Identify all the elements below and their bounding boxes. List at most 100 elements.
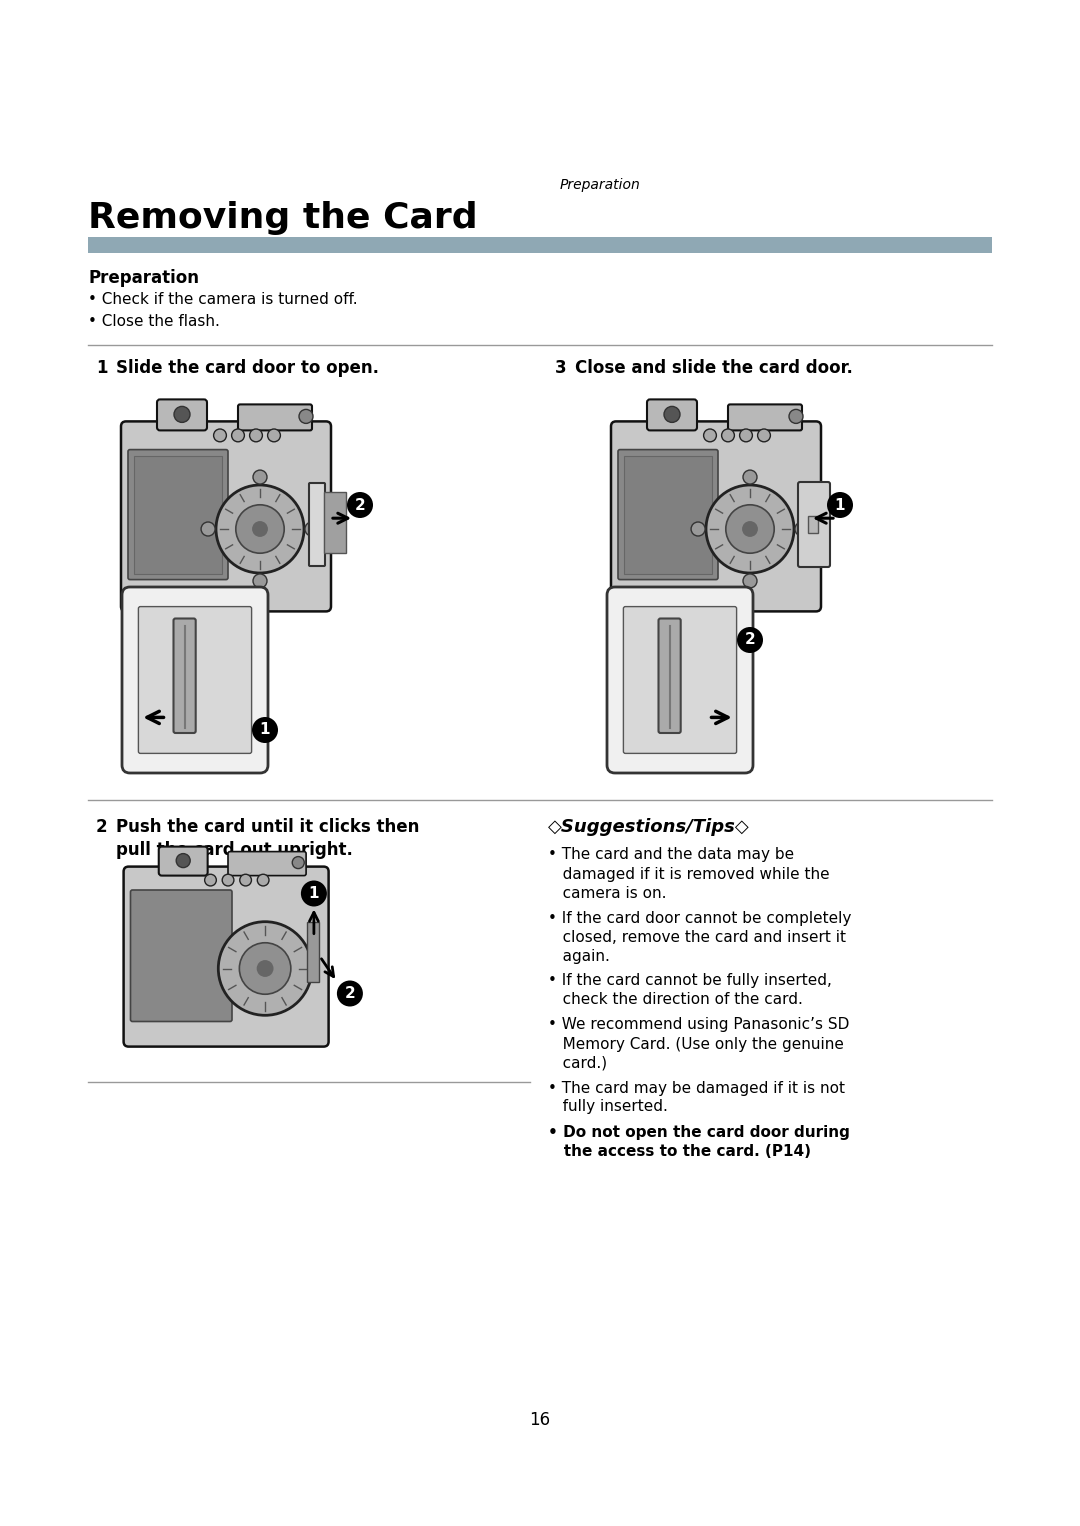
Text: Close and slide the card door.: Close and slide the card door. xyxy=(575,359,853,377)
Circle shape xyxy=(743,574,757,588)
FancyBboxPatch shape xyxy=(623,607,737,754)
Text: • The card and the data may be: • The card and the data may be xyxy=(548,847,794,862)
Text: • Do not open the card door during: • Do not open the card door during xyxy=(548,1125,850,1140)
Text: pull the card out upright.: pull the card out upright. xyxy=(116,841,353,859)
Circle shape xyxy=(235,505,284,554)
Circle shape xyxy=(664,406,680,423)
Circle shape xyxy=(204,874,216,887)
FancyBboxPatch shape xyxy=(647,400,697,430)
FancyBboxPatch shape xyxy=(159,847,207,876)
FancyBboxPatch shape xyxy=(123,867,328,1047)
Circle shape xyxy=(218,922,312,1015)
Circle shape xyxy=(293,856,305,868)
FancyBboxPatch shape xyxy=(134,456,222,574)
Circle shape xyxy=(240,943,291,995)
Text: Preparation: Preparation xyxy=(559,179,640,192)
Circle shape xyxy=(253,574,267,588)
Circle shape xyxy=(743,470,757,484)
Text: 3: 3 xyxy=(555,359,567,377)
Text: 2: 2 xyxy=(96,818,108,836)
Bar xyxy=(324,491,347,552)
FancyBboxPatch shape xyxy=(659,618,680,732)
Circle shape xyxy=(301,881,327,906)
Circle shape xyxy=(706,485,794,572)
Text: Preparation: Preparation xyxy=(87,269,199,287)
Circle shape xyxy=(231,429,244,443)
Text: 1: 1 xyxy=(96,359,108,377)
FancyBboxPatch shape xyxy=(121,421,330,612)
Circle shape xyxy=(737,627,762,653)
Text: • If the card cannot be fully inserted,: • If the card cannot be fully inserted, xyxy=(548,974,832,989)
Circle shape xyxy=(827,491,853,517)
FancyBboxPatch shape xyxy=(309,484,325,566)
Circle shape xyxy=(305,522,319,536)
Text: 1: 1 xyxy=(309,887,320,900)
Circle shape xyxy=(222,874,234,887)
Circle shape xyxy=(257,874,269,887)
Circle shape xyxy=(252,520,268,537)
FancyBboxPatch shape xyxy=(138,607,252,754)
Circle shape xyxy=(176,853,190,868)
Text: • The card may be damaged if it is not: • The card may be damaged if it is not xyxy=(548,1080,845,1096)
Text: 16: 16 xyxy=(529,1412,551,1428)
Text: Memory Card. (Use only the genuine: Memory Card. (Use only the genuine xyxy=(548,1036,843,1051)
Circle shape xyxy=(252,717,278,743)
Text: closed, remove the card and insert it: closed, remove the card and insert it xyxy=(548,929,846,945)
FancyBboxPatch shape xyxy=(611,421,821,612)
Circle shape xyxy=(216,485,303,572)
FancyBboxPatch shape xyxy=(174,618,195,732)
Text: 2: 2 xyxy=(354,497,365,513)
Text: • We recommend using Panasonic’s SD: • We recommend using Panasonic’s SD xyxy=(548,1018,849,1033)
Text: fully inserted.: fully inserted. xyxy=(548,1100,667,1114)
Circle shape xyxy=(789,409,804,423)
Text: 2: 2 xyxy=(345,986,355,1001)
Text: Slide the card door to open.: Slide the card door to open. xyxy=(116,359,379,377)
Text: again.: again. xyxy=(548,949,610,963)
Circle shape xyxy=(691,522,705,536)
Circle shape xyxy=(174,406,190,423)
Text: Removing the Card: Removing the Card xyxy=(87,201,477,235)
Circle shape xyxy=(337,981,363,1007)
Circle shape xyxy=(201,522,215,536)
Circle shape xyxy=(726,505,774,554)
Bar xyxy=(809,516,819,533)
Text: • If the card door cannot be completely: • If the card door cannot be completely xyxy=(548,911,851,925)
Text: 1: 1 xyxy=(835,497,846,513)
Circle shape xyxy=(253,470,267,484)
Circle shape xyxy=(757,429,770,443)
FancyBboxPatch shape xyxy=(238,404,312,430)
Text: damaged if it is removed while the: damaged if it is removed while the xyxy=(548,867,829,882)
Text: • Check if the camera is turned off.: • Check if the camera is turned off. xyxy=(87,293,357,308)
Text: Push the card until it clicks then: Push the card until it clicks then xyxy=(116,818,419,836)
FancyBboxPatch shape xyxy=(122,588,268,774)
FancyBboxPatch shape xyxy=(798,482,831,568)
Text: camera is on.: camera is on. xyxy=(548,885,666,900)
FancyBboxPatch shape xyxy=(157,400,207,430)
Circle shape xyxy=(257,960,273,977)
Bar xyxy=(87,237,993,253)
FancyBboxPatch shape xyxy=(618,450,718,580)
Circle shape xyxy=(795,522,809,536)
Circle shape xyxy=(703,429,716,443)
Circle shape xyxy=(347,491,373,517)
Text: the access to the card. (P14): the access to the card. (P14) xyxy=(548,1143,811,1158)
Text: ◇Suggestions/Tips◇: ◇Suggestions/Tips◇ xyxy=(548,818,750,836)
Bar xyxy=(307,922,319,981)
FancyBboxPatch shape xyxy=(624,456,712,574)
Circle shape xyxy=(721,429,734,443)
Text: • Close the flash.: • Close the flash. xyxy=(87,314,220,330)
Circle shape xyxy=(240,874,252,887)
FancyBboxPatch shape xyxy=(228,852,306,876)
FancyBboxPatch shape xyxy=(129,450,228,580)
FancyBboxPatch shape xyxy=(607,588,753,774)
Text: card.): card.) xyxy=(548,1056,607,1071)
Circle shape xyxy=(299,409,313,423)
Circle shape xyxy=(214,429,227,443)
FancyBboxPatch shape xyxy=(728,404,802,430)
Text: 2: 2 xyxy=(744,632,755,647)
FancyBboxPatch shape xyxy=(131,890,232,1021)
Circle shape xyxy=(740,429,753,443)
Text: check the direction of the card.: check the direction of the card. xyxy=(548,992,802,1007)
Text: 1: 1 xyxy=(260,722,270,737)
Circle shape xyxy=(742,520,758,537)
